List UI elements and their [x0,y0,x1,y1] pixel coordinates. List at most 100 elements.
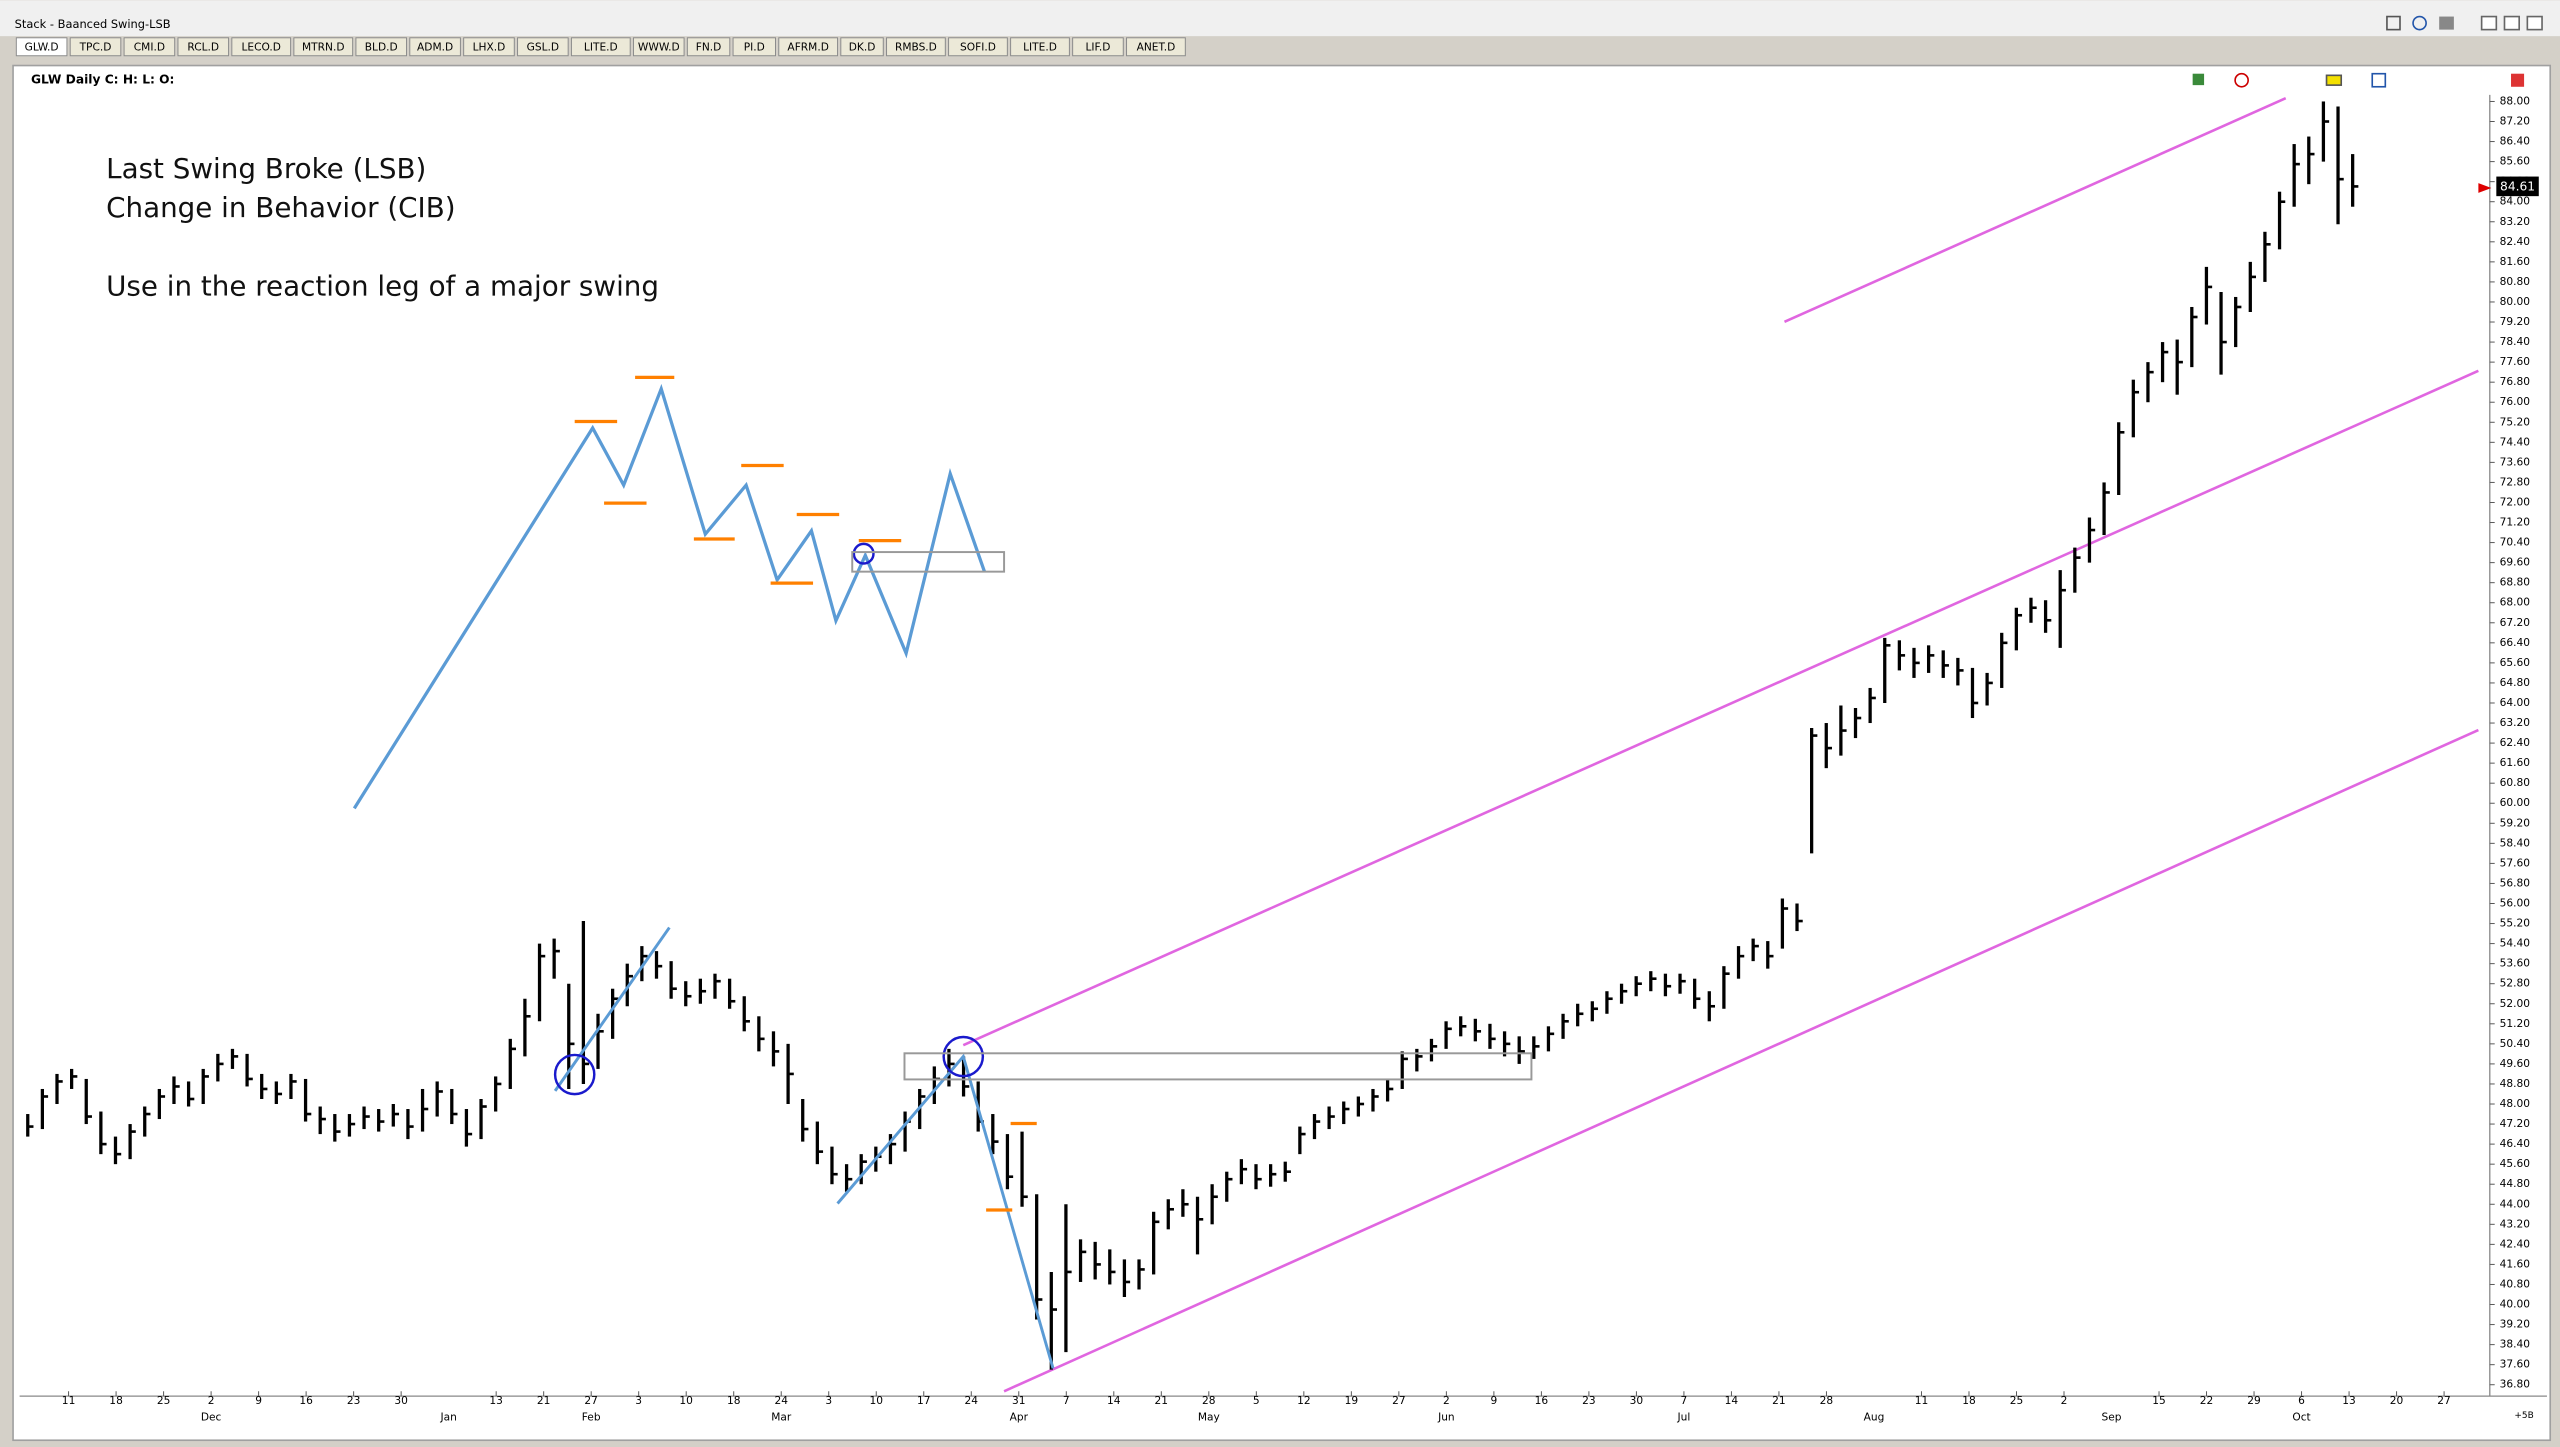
tab-label[interactable]: BLD.D [365,41,398,54]
control-icon[interactable] [2439,16,2454,30]
tab-label[interactable]: RMBS.D [895,41,937,54]
swing-markers [574,375,902,585]
y-tick-label: 47.20 [2500,1117,2531,1130]
tab-label[interactable]: LITE.D [1023,41,1057,54]
tab[interactable] [1010,37,1070,57]
x-tick-label: 2 [208,1394,215,1407]
x-tick-label: 12 [1297,1394,1311,1407]
tab-label[interactable]: LHX.D [473,41,506,54]
tab-label[interactable]: WWW.D [638,41,680,54]
tab-label[interactable]: ANET.D [1137,41,1176,54]
x-tick-label: 13 [2342,1394,2356,1407]
tab[interactable] [840,37,884,57]
swing-circle [942,1035,985,1078]
swing-line [352,383,987,810]
month-label: Apr [1010,1410,1029,1423]
y-tick-label: 76.00 [2500,395,2531,408]
y-tick-label: 60.80 [2500,776,2531,789]
swing-diagram [352,375,1006,810]
y-tick-label: 85.60 [2500,155,2531,168]
channel-line [962,369,2479,1047]
control-icon[interactable] [2386,15,2401,31]
tab[interactable] [293,37,354,57]
tab[interactable] [69,37,122,57]
maximize-button[interactable] [2503,15,2520,31]
tab-label[interactable]: FN.D [696,41,722,54]
x-tick-label: 2 [2061,1394,2068,1407]
tab[interactable] [948,37,1008,57]
x-tick-label: 10 [679,1394,693,1407]
x-tick-label: 3 [635,1394,642,1407]
window-controls[interactable] [2386,15,2543,31]
y-tick-label: 52.00 [2500,997,2531,1010]
tool-icon[interactable] [2234,72,2249,88]
tab[interactable] [15,37,68,57]
x-tick-label: 20 [2390,1394,2404,1407]
tab-label[interactable]: TPC.D [79,41,112,54]
tab[interactable] [570,37,631,57]
axis-footer: +5B [2514,1411,2533,1421]
tab-label[interactable]: ADM.D [417,41,453,54]
minimize-button[interactable] [2480,15,2498,31]
month-label: Feb [582,1410,601,1423]
tab-label[interactable]: MTRN.D [302,41,344,54]
tab-label[interactable]: AFRM.D [787,41,828,54]
tab-label[interactable]: LECO.D [241,41,281,54]
tool-icon[interactable] [2511,73,2525,87]
tab[interactable] [463,37,515,57]
tab-label[interactable]: SOFI.D [960,41,996,54]
tab[interactable] [632,37,685,57]
y-tick-label: 70.40 [2500,536,2531,549]
x-tick-label: 30 [1630,1394,1644,1407]
tab[interactable] [886,37,946,57]
y-tick-label: 54.40 [2500,937,2531,950]
y-tick-label: 40.00 [2500,1298,2531,1311]
month-label: Oct [2292,1410,2310,1423]
tool-icon[interactable] [2325,74,2343,86]
y-tick-label: 45.60 [2500,1157,2531,1170]
y-tick-label: 43.20 [2500,1217,2531,1230]
y-tick-label: 52.80 [2500,977,2531,990]
x-tick-label: 31 [1012,1394,1026,1407]
channel-lines [962,97,2479,1393]
x-tick-label: 27 [2437,1394,2451,1407]
y-tick-label: 42.40 [2500,1237,2531,1250]
tab[interactable] [686,37,731,57]
tab-label[interactable]: PI.D [744,41,765,54]
tab[interactable] [732,37,776,57]
tab-label[interactable]: GSL.D [527,41,559,54]
chart-header: GLW Daily C: H: L: O: [31,73,174,87]
y-tick-label: 69.60 [2500,556,2531,569]
close-button[interactable] [2526,15,2543,31]
tab-label[interactable]: DK.D [849,41,876,54]
tab[interactable] [355,37,408,57]
x-tick-label: 5 [1253,1394,1260,1407]
tab-label[interactable]: GLW.D [25,41,59,54]
y-tick-label: 51.20 [2500,1017,2531,1030]
tab[interactable] [231,37,292,57]
x-tick-label: 24 [774,1394,788,1407]
tab[interactable] [517,37,569,57]
y-tick-label: 88.00 [2500,94,2531,107]
tab-label[interactable]: LIF.D [1085,41,1110,54]
tab[interactable] [1126,37,1186,57]
y-tick-label: 55.20 [2500,917,2531,930]
y-tick-label: 86.40 [2500,135,2531,148]
tab[interactable] [1072,37,1124,57]
x-tick-label: 13 [489,1394,503,1407]
tool-icon[interactable] [2371,72,2387,88]
y-tick-label: 72.00 [2500,495,2531,508]
tab-label[interactable]: CMI.D [134,41,165,54]
tab-label[interactable]: RCL.D [187,41,219,54]
chart-toolbar[interactable] [2192,72,2525,88]
tab-label[interactable]: LITE.D [584,41,618,54]
tab[interactable] [778,37,839,57]
x-tick-label: 30 [394,1394,408,1407]
control-icon[interactable] [2412,15,2427,31]
x-tick-label: 9 [255,1394,262,1407]
tab[interactable] [177,37,230,57]
tool-icon[interactable] [2192,73,2205,86]
tab[interactable] [409,37,461,57]
month-label: Jan [439,1410,456,1423]
tab[interactable] [123,37,176,57]
